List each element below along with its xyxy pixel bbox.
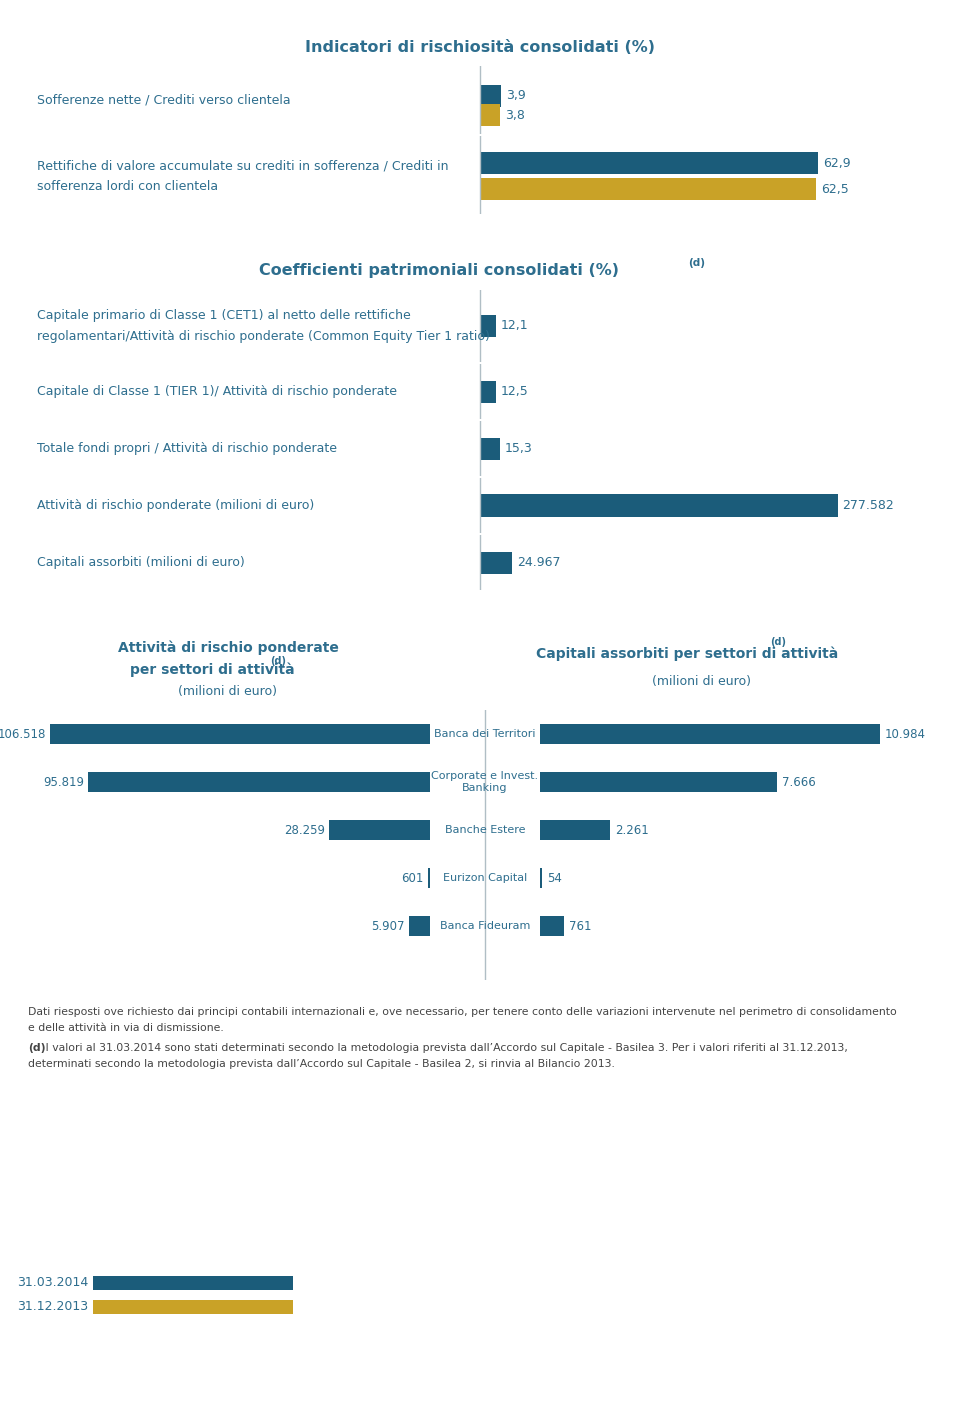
Text: 12,5: 12,5 [501,385,529,398]
Text: regolamentari/Attività di rischio ponderate (Common Equity Tier 1 ratio): regolamentari/Attività di rischio ponder… [37,330,491,343]
Bar [480,381,496,402]
Bar [480,495,838,517]
Text: Banche Estere: Banche Estere [444,825,525,835]
Bar [480,315,495,337]
Text: Sofferenze nette / Crediti verso clientela: Sofferenze nette / Crediti verso cliente… [37,94,291,106]
Text: 106.518: 106.518 [0,727,46,741]
Text: 15,3: 15,3 [504,442,532,455]
Text: 12,1: 12,1 [500,319,528,333]
Text: Attività di rischio ponderate: Attività di rischio ponderate [117,640,339,655]
Text: 5.907: 5.907 [372,920,405,932]
Text: 28.259: 28.259 [284,823,325,836]
Text: (d): (d) [688,258,705,268]
Bar [93,1299,293,1314]
Text: Banca dei Territori: Banca dei Territori [434,728,536,740]
Text: Indicatori di rischiosità consolidati (%): Indicatori di rischiosità consolidati (%… [305,40,655,54]
Text: 24.967: 24.967 [516,555,561,570]
Text: 54: 54 [546,871,562,884]
Text: 761: 761 [568,920,591,932]
Bar [540,724,880,744]
Text: (milioni di euro): (milioni di euro) [652,674,751,687]
Text: Attività di rischio ponderate (milioni di euro): Attività di rischio ponderate (milioni d… [37,499,315,512]
Text: Coefficienti patrimoniali consolidati (%): Coefficienti patrimoniali consolidati (%… [259,264,619,279]
Text: 31.03.2014: 31.03.2014 [16,1277,88,1289]
Text: 601: 601 [401,871,424,884]
Text: 2.261: 2.261 [615,823,649,836]
Bar [480,438,500,459]
Text: I valori al 31.03.2014 sono stati determinati secondo la metodologia prevista da: I valori al 31.03.2014 sono stati determ… [42,1043,848,1053]
Text: Totale fondi propri / Attività di rischio ponderate: Totale fondi propri / Attività di rischi… [37,442,337,455]
Bar [93,1275,293,1289]
Bar [540,820,610,840]
Bar [88,772,430,792]
Bar [480,551,513,574]
Bar [480,179,816,200]
Text: 277.582: 277.582 [843,499,895,512]
Text: Banca Fideuram: Banca Fideuram [440,921,530,931]
Bar [480,152,819,174]
Text: Capitali assorbiti (milioni di euro): Capitali assorbiti (milioni di euro) [37,555,245,570]
Text: 31.12.2013: 31.12.2013 [17,1301,88,1314]
Text: 7.666: 7.666 [782,775,816,788]
Bar [480,85,501,108]
Text: 3,9: 3,9 [506,89,525,102]
Text: e delle attività in via di dismissione.: e delle attività in via di dismissione. [28,1023,224,1033]
Text: Dati riesposti ove richiesto dai principi contabili internazionali e, ove necess: Dati riesposti ove richiesto dai princip… [28,1007,897,1017]
Text: 10.984: 10.984 [885,727,926,741]
Text: per settori di attività: per settori di attività [130,663,295,677]
Text: (d): (d) [270,656,286,666]
Text: Rettifiche di valore accumulate su crediti in sofferenza / Crediti in: Rettifiche di valore accumulate su credi… [37,159,449,171]
Text: 62,9: 62,9 [823,157,851,170]
Bar [409,915,430,937]
Text: (d): (d) [770,638,786,648]
Bar [540,869,541,888]
Text: 17: 17 [878,1383,909,1403]
Text: 3,8: 3,8 [505,109,525,122]
Text: Eurizon Capital: Eurizon Capital [443,873,527,883]
Text: 62,5: 62,5 [821,183,849,196]
Bar [540,772,778,792]
Text: Capitale primario di Classe 1 (CET1) al netto delle rettifiche: Capitale primario di Classe 1 (CET1) al … [37,309,411,322]
Text: determinati secondo la metodologia prevista dall’Accordo sul Capitale - Basilea : determinati secondo la metodologia previ… [28,1058,614,1068]
Text: 95.819: 95.819 [43,775,84,788]
Text: (milioni di euro): (milioni di euro) [179,684,277,699]
Bar [329,820,430,840]
Bar [540,915,564,937]
Bar [480,103,500,126]
Bar [50,724,430,744]
Text: (d): (d) [28,1043,45,1053]
Text: Corporate e Invest.
Banking: Corporate e Invest. Banking [431,771,539,792]
Text: Capitale di Classe 1 (TIER 1)/ Attività di rischio ponderate: Capitale di Classe 1 (TIER 1)/ Attività … [37,385,397,398]
Text: sofferenza lordi con clientela: sofferenza lordi con clientela [37,180,219,193]
Text: Capitali assorbiti per settori di attività: Capitali assorbiti per settori di attivi… [536,646,838,660]
Bar [428,869,430,888]
